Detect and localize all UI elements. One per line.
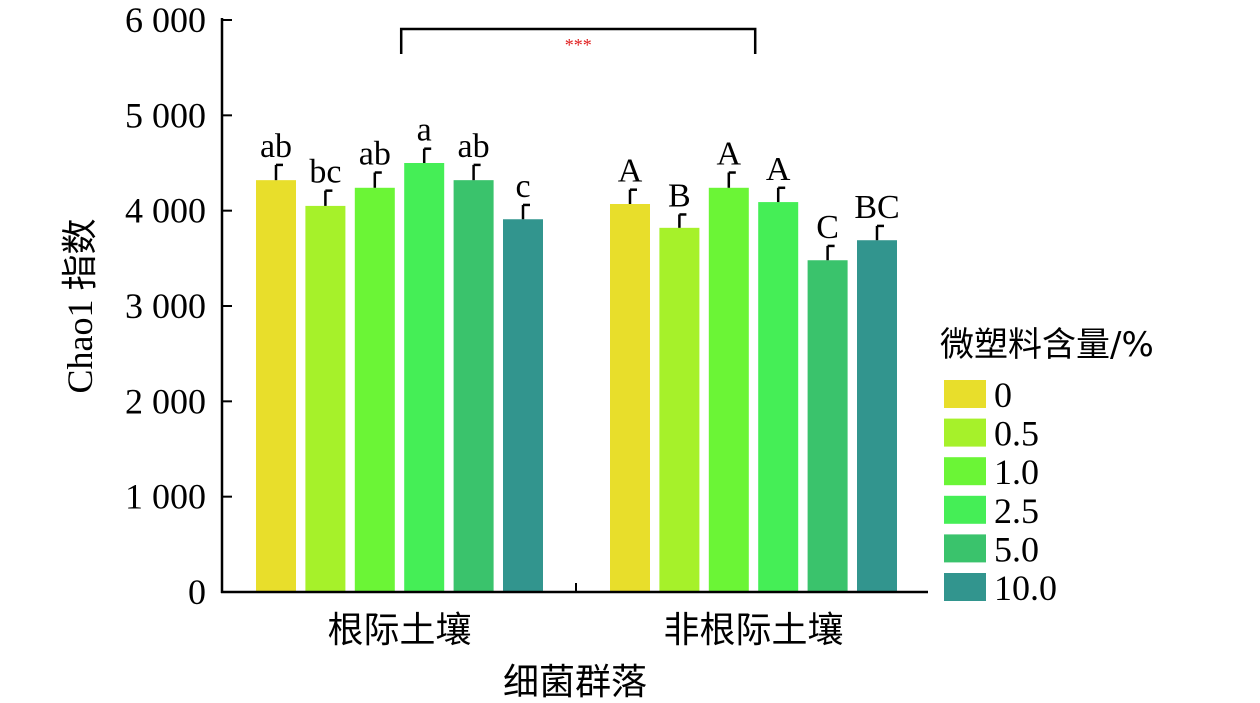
significance-letter: ab (359, 136, 391, 173)
significance-letter: bc (309, 154, 341, 191)
legend-title: 微塑料含量/% (940, 325, 1154, 365)
errorbars-layer (274, 147, 884, 261)
significance-letter: c (515, 168, 530, 205)
significance-letter: A (766, 151, 791, 188)
significance-letter: BC (854, 189, 899, 226)
legend-swatch (944, 457, 986, 486)
legend-swatch (944, 573, 986, 601)
y-tick-label: 1 000 (125, 477, 206, 517)
significance-letter: B (668, 177, 691, 214)
x-axis-title: 细菌群落 (503, 662, 647, 702)
bar-根际土壤-0.5 (305, 205, 346, 592)
bar-根际土壤-0 (256, 180, 296, 592)
legend-swatch (944, 534, 986, 563)
legend-label: 10.0 (994, 568, 1057, 608)
letters-layer: ab Abc Bab Aa Aab Cc BC (260, 112, 900, 246)
bar-非根际土壤-10.0 (857, 240, 897, 592)
legend-label: 5.0 (994, 529, 1039, 569)
y-tick-label: 6 000 (125, 0, 206, 40)
legend-swatch (944, 380, 986, 408)
y-tick-label: 3 000 (125, 286, 206, 326)
legend: 微塑料含量/% 00.51.02.55.010.0 (940, 325, 1154, 608)
significance-layer: *** (399, 27, 757, 55)
bar-根际土壤-10.0 (503, 219, 543, 592)
bar-根际土壤-5.0 (453, 180, 494, 592)
y-tick-label: 5 000 (125, 95, 206, 135)
legend-label: 0 (994, 375, 1012, 415)
significance-bracket (399, 27, 757, 54)
bar-非根际土壤-5.0 (807, 260, 848, 592)
significance-letter: C (816, 209, 839, 246)
legend-swatch (944, 418, 986, 447)
significance-letter: ab (458, 128, 490, 165)
bar-非根际土壤-0.5 (659, 227, 700, 592)
axes-layer: 0 1 000 2 000 3 000 4 000 5 000 6 000 根际土壤 非根际土壤… (60, 0, 928, 702)
legend-label: 0.5 (994, 414, 1039, 454)
y-tick-label: 4 000 (125, 191, 206, 231)
legend-swatch (944, 495, 986, 524)
bar-非根际土壤-0 (610, 203, 650, 592)
y-axis-title: Chao1 指数 (60, 219, 100, 394)
y-tick-label: 2 000 (125, 381, 206, 421)
significance-letter: A (618, 153, 643, 190)
bars-layer (256, 163, 897, 592)
x-tick-label: 非根际土壤 (663, 610, 843, 650)
bar-非根际土壤-1.0 (708, 187, 749, 592)
significance-stars: *** (565, 35, 592, 55)
bar-根际土壤-2.5 (404, 163, 445, 592)
x-tick-label: 根际土壤 (327, 610, 471, 650)
significance-letter: ab (260, 128, 292, 165)
legend-label: 1.0 (994, 452, 1039, 492)
legend-label: 2.5 (994, 491, 1039, 531)
bar-非根际土壤-2.5 (758, 202, 799, 592)
significance-letter: a (417, 112, 432, 149)
bar-根际土壤-1.0 (354, 187, 395, 592)
significance-letter: A (717, 136, 742, 173)
y-tick-label: 0 (188, 572, 206, 612)
